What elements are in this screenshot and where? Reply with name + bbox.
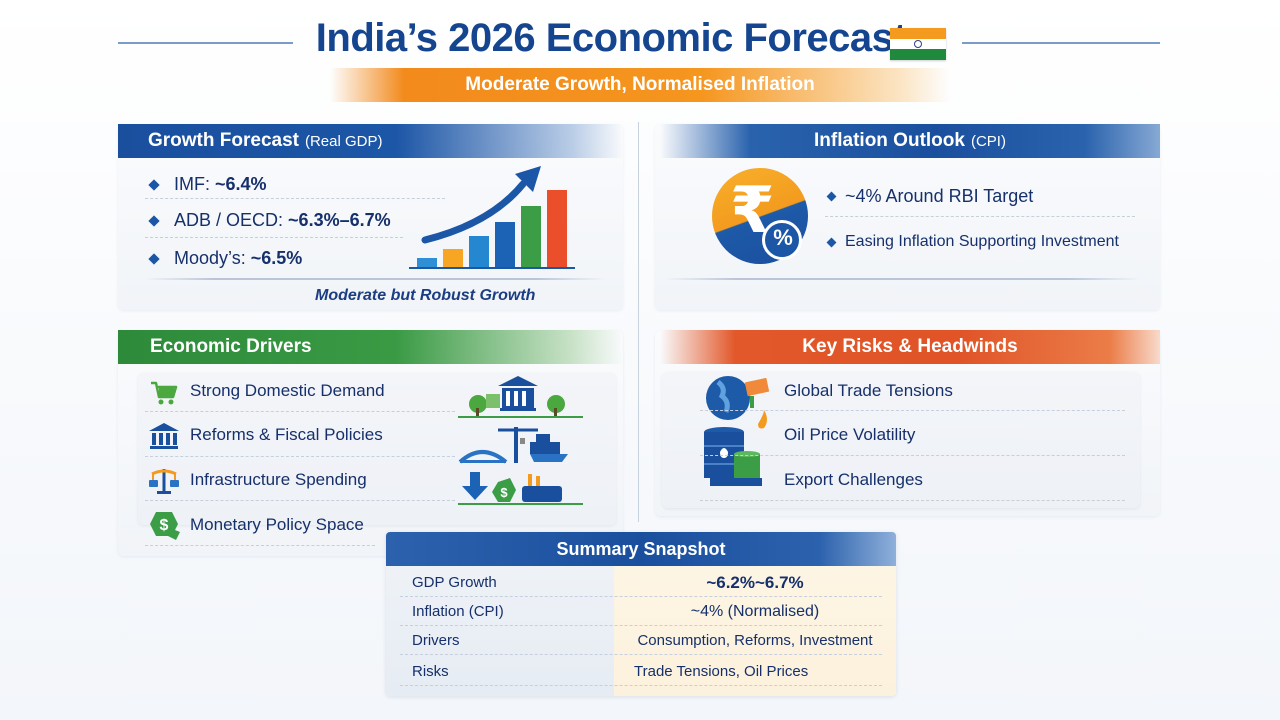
growth-tagline: Moderate but Robust Growth (315, 287, 536, 304)
rupee-percent-icon: ₹ % (712, 168, 808, 264)
dollar-badge-icon: $ (150, 512, 180, 540)
svg-text:$: $ (500, 485, 508, 500)
summary-snapshot-title: Summary Snapshot (386, 532, 896, 566)
row-divider (700, 455, 1125, 456)
rising-bar-chart-icon (409, 166, 575, 269)
growth-forecast-title: Growth Forecast (148, 130, 299, 151)
row-divider (700, 410, 1125, 411)
svg-text:$: $ (160, 517, 169, 534)
inflation-item-easing: Easing Inflation Supporting Investment (826, 233, 1119, 251)
balance-scale-icon (149, 469, 179, 494)
shopping-cart-icon (151, 381, 178, 405)
growth-forecast-title-suffix: (Real GDP) (304, 132, 383, 150)
summary-row-inflation: Inflation (CPI) ~4% (Normalised) (386, 597, 896, 626)
row-divider (700, 500, 1125, 501)
summary-row-drivers: Drivers Consumption, Reforms, Investment (386, 626, 896, 655)
growth-item-moodys: Moody’s: ~6.5% (148, 248, 302, 269)
bullet-diamond-icon (148, 252, 160, 265)
row-divider (145, 237, 403, 238)
growth-item-adb-oecd: ADB / OECD: ~6.3%–6.7% (148, 210, 391, 231)
row-divider (145, 198, 445, 199)
infrastructure-illustration-icon: $ (458, 376, 583, 505)
growth-forecast-header: Growth Forecast (Real GDP) (118, 124, 623, 158)
key-risks-header: Key Risks & Headwinds (660, 330, 1160, 364)
economic-drivers-title: Economic Drivers (150, 336, 312, 357)
inflation-outlook-title: Inflation Outlook (814, 130, 965, 151)
bullet-diamond-icon (148, 214, 160, 227)
bullet-diamond-icon (826, 191, 837, 202)
row-divider (825, 216, 1135, 217)
section-divider (665, 278, 1140, 280)
summary-snapshot-table: Summary Snapshot GDP Growth ~6.2%~6.7% I… (386, 532, 896, 696)
row-divider (145, 545, 375, 546)
column-divider (638, 122, 639, 522)
inflation-outlook-title-suffix: (CPI) (970, 132, 1006, 150)
title-rule-left (118, 42, 293, 44)
bullet-diamond-icon (826, 237, 837, 247)
summary-row-gdp: GDP Growth ~6.2%~6.7% (386, 568, 896, 597)
india-flag-icon (890, 28, 946, 61)
section-divider (145, 278, 605, 280)
driver-item-monetary: Monetary Policy Space (190, 515, 364, 534)
page-subtitle: Moderate Growth, Normalised Inflation (465, 74, 815, 95)
row-divider (145, 411, 455, 412)
title-rule-right (962, 42, 1160, 44)
driver-item-reforms: Reforms & Fiscal Policies (190, 425, 383, 444)
page-title: India’s 2026 Economic Forecast (315, 16, 907, 60)
globe-oil-barrel-icon (704, 376, 770, 486)
percent-glyph: % (773, 225, 793, 250)
summary-row-risks: Risks Trade Tensions, Oil Prices (386, 657, 896, 686)
growth-item-imf: IMF: ~6.4% (148, 174, 267, 195)
government-building-icon (149, 423, 179, 449)
risk-item-export: Export Challenges (784, 470, 923, 489)
row-divider (145, 500, 455, 501)
inflation-item-rbi-target: ~4% Around RBI Target (826, 186, 1033, 207)
inflation-outlook-header: Inflation Outlook (CPI) (660, 124, 1160, 158)
economic-drivers-header: Economic Drivers (118, 330, 623, 364)
row-divider (145, 456, 455, 457)
bullet-diamond-icon (148, 178, 160, 191)
driver-item-domestic-demand: Strong Domestic Demand (190, 381, 385, 400)
risk-item-trade-tensions: Global Trade Tensions (784, 381, 953, 400)
risk-item-oil-price: Oil Price Volatility (784, 425, 916, 444)
subtitle-band (330, 68, 950, 102)
driver-item-infrastructure: Infrastructure Spending (190, 470, 367, 489)
key-risks-title: Key Risks & Headwinds (802, 336, 1018, 357)
